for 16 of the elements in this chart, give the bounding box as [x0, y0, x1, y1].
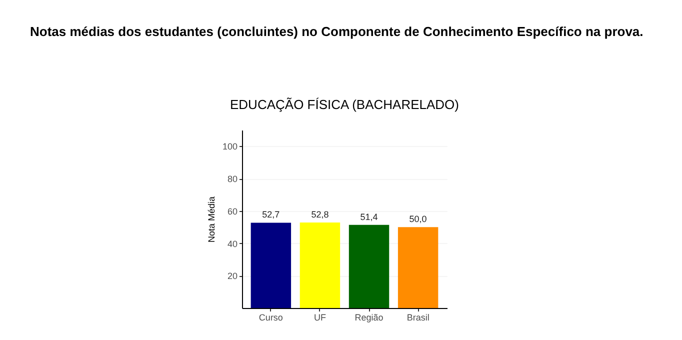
y-tick-label: 40 — [227, 238, 238, 249]
x-tick-label: Brasil — [406, 312, 430, 322]
data-label: 51,4 — [360, 212, 378, 222]
y-axis-title: Nota Média — [206, 196, 216, 243]
y-tick-label: 20 — [227, 271, 238, 282]
chart-title: Notas médias dos estudantes (concluintes) no Componente de Conhecimento Específico na prova. — [30, 23, 644, 41]
data-label: 52,7 — [262, 210, 280, 220]
chart-subtitle: EDUCAÇÃO FÍSICA (BACHARELADO) — [230, 97, 459, 112]
y-tick-label: 60 — [227, 206, 238, 216]
data-label: 50,0 — [409, 214, 427, 224]
x-tick-label: Região — [354, 312, 384, 322]
y-tick-label: 100 — [222, 142, 238, 152]
data-label: 52,8 — [311, 210, 329, 220]
x-tick-label: Curso — [258, 312, 283, 322]
x-tick-label: UF — [314, 312, 326, 322]
y-tick-label: 80 — [227, 174, 238, 184]
